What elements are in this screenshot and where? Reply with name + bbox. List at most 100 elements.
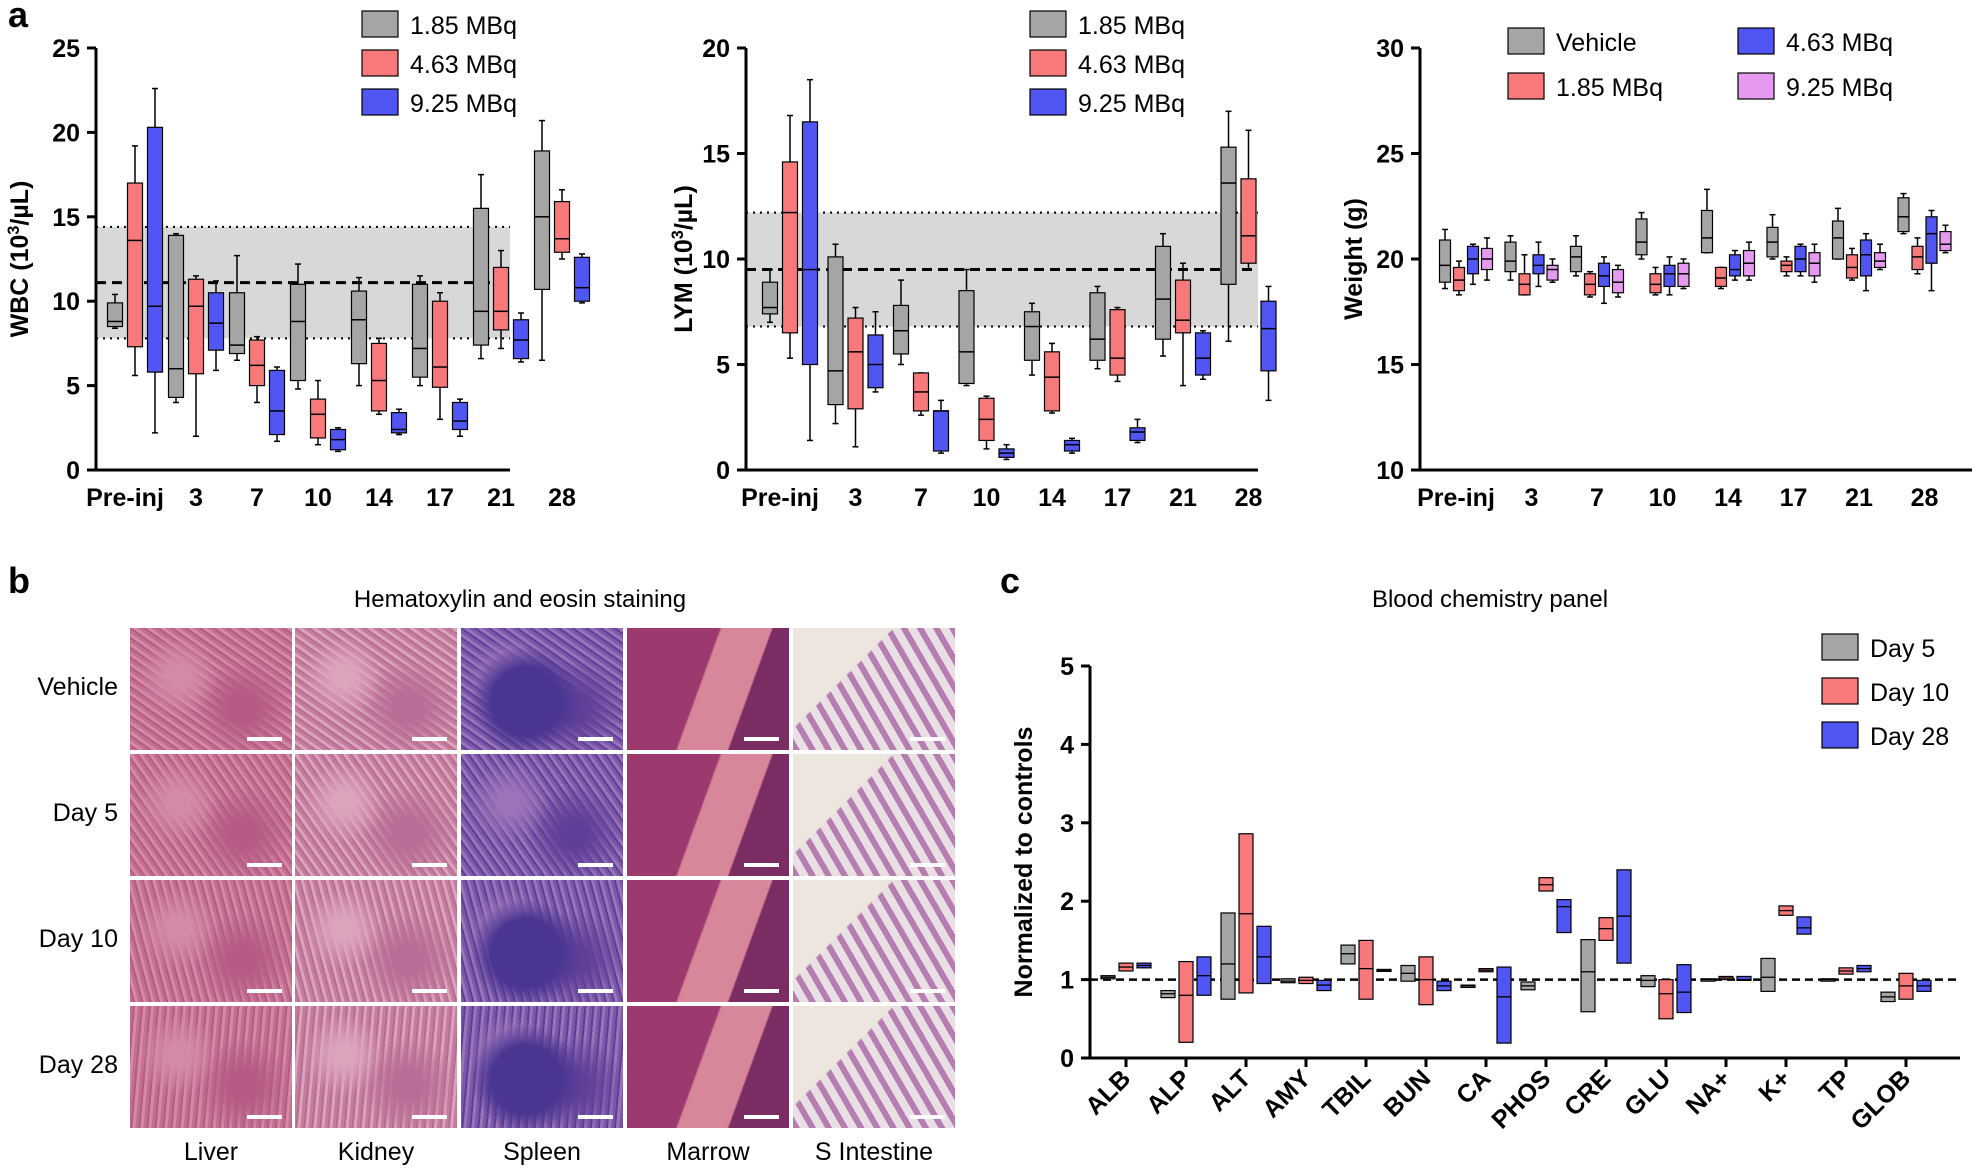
weight-legend-swatch xyxy=(1738,28,1774,54)
chem-y-tick-label: 0 xyxy=(1060,1045,1074,1073)
chem-bar-Day10 xyxy=(1359,940,1373,999)
weight-box-1.85MBq xyxy=(1781,261,1792,272)
wbc-x-tick-label: 14 xyxy=(365,484,393,512)
chem-bar-Day10 xyxy=(1659,980,1673,1019)
weight-legend-swatch xyxy=(1508,28,1544,54)
weight-box-Vehicle xyxy=(1440,240,1451,282)
chem-bar-Day10 xyxy=(1419,957,1433,1005)
lym-x-tick-label: Pre-inj xyxy=(741,484,819,512)
chem-bar-Day5 xyxy=(1761,958,1775,991)
weight-box-1.85MBq xyxy=(1912,246,1923,269)
chem-x-tick-label: TP xyxy=(1814,1064,1856,1106)
chem-y-tick-label: 1 xyxy=(1060,967,1074,995)
wbc-y-tick-label: 25 xyxy=(52,35,80,63)
lym-box-9.25MBq xyxy=(1196,333,1211,375)
weight-box-Vehicle xyxy=(1833,221,1844,259)
weight-box-Vehicle xyxy=(1505,242,1516,272)
lym-box-9.25MBq xyxy=(1130,428,1145,441)
chem-x-tick-label: GLOB xyxy=(1845,1064,1916,1135)
chem-legend-swatch xyxy=(1822,722,1858,748)
weight-box-Vehicle xyxy=(1898,198,1909,232)
chem-legend-swatch xyxy=(1822,678,1858,704)
lym-legend-swatch xyxy=(1030,50,1066,76)
weight-legend-label: 1.85 MBq xyxy=(1556,74,1663,102)
lym-legend-label: 1.85 MBq xyxy=(1078,12,1185,40)
weight-legend-swatch xyxy=(1738,73,1774,99)
lym-legend-label: 9.25 MBq xyxy=(1078,90,1185,118)
wbc-legend-label: 4.63 MBq xyxy=(410,51,517,79)
wbc-box-1.85MBq xyxy=(108,303,123,327)
chem-legend-label: Day 28 xyxy=(1870,723,1949,751)
lym-box-9.25MBq xyxy=(1261,301,1276,371)
lym-box-1.85MBq xyxy=(1090,293,1105,361)
weight-box-9.25MBq xyxy=(1809,253,1820,276)
wbc-box-4.63MBq xyxy=(494,267,509,329)
lym-box-9.25MBq xyxy=(868,335,883,388)
wbc-legend-label: 1.85 MBq xyxy=(410,12,517,40)
lym-x-tick-label: 14 xyxy=(1038,484,1066,512)
chem-bar-Day5 xyxy=(1341,945,1355,964)
lym-box-1.85MBq xyxy=(1221,147,1236,284)
lym-x-tick-label: 3 xyxy=(849,484,863,512)
lym-box-9.25MBq xyxy=(1065,440,1080,451)
lym-box-9.25MBq xyxy=(934,411,949,451)
lym-x-tick-label: 7 xyxy=(914,484,928,512)
wbc-x-tick-label: 3 xyxy=(189,484,203,512)
wbc-box-9.25MBq xyxy=(209,293,224,350)
lym-box-4.63MBq xyxy=(1045,352,1060,411)
chem-x-tick-label: GLU xyxy=(1619,1064,1676,1121)
chem-y-tick-label: 5 xyxy=(1060,653,1074,681)
wbc-box-1.85MBq xyxy=(413,284,428,377)
chem-bar-Day5 xyxy=(1641,976,1655,987)
weight-box-9.25MBq xyxy=(1547,265,1558,280)
chem-bar-Day5 xyxy=(1581,940,1595,1012)
wbc-y-tick-label: 5 xyxy=(66,373,80,401)
weight-box-4.63MBq xyxy=(1926,217,1937,263)
wbc-box-9.25MBq xyxy=(148,127,163,372)
lym-box-1.85MBq xyxy=(959,291,974,384)
weight-x-tick-label: 14 xyxy=(1714,484,1742,512)
wbc-box-4.63MBq xyxy=(555,202,570,253)
weight-legend-label: Vehicle xyxy=(1556,29,1637,57)
weight-y-tick-label: 15 xyxy=(1376,352,1404,380)
lym-y-tick-label: 5 xyxy=(716,352,730,380)
chem-bar-Day10 xyxy=(1179,962,1193,1043)
lym-y-tick-label: 10 xyxy=(702,246,730,274)
chem-bar-Day28 xyxy=(1677,965,1691,1013)
wbc-x-tick-label: 17 xyxy=(426,484,454,512)
lym-box-1.85MBq xyxy=(1156,246,1171,339)
lym-y-tick-label: 0 xyxy=(716,457,730,485)
weight-box-9.25MBq xyxy=(1613,270,1624,293)
lym-box-9.25MBq xyxy=(803,122,818,365)
chem-y-tick-label: 4 xyxy=(1060,731,1074,759)
wbc-legend-swatch xyxy=(362,11,398,37)
weight-y-tick-label: 30 xyxy=(1376,35,1404,63)
lym-box-4.63MBq xyxy=(1241,179,1256,263)
weight-box-9.25MBq xyxy=(1875,253,1886,268)
lym-box-1.85MBq xyxy=(1025,312,1040,361)
chem-legend-label: Day 5 xyxy=(1870,635,1935,663)
wbc-box-4.63MBq xyxy=(433,301,448,387)
weight-y-tick-label: 10 xyxy=(1376,457,1404,485)
chem-y-label: Normalized to controls xyxy=(1010,727,1038,998)
lym-legend-swatch xyxy=(1030,11,1066,37)
wbc-x-tick-label: 7 xyxy=(250,484,264,512)
chem-legend-swatch xyxy=(1822,634,1858,660)
chem-bar-Day28 xyxy=(1797,917,1811,934)
wbc-box-9.25MBq xyxy=(575,257,590,301)
wbc-legend-swatch xyxy=(362,50,398,76)
chem-x-tick-label: PHOS xyxy=(1486,1064,1556,1134)
chem-y-tick-label: 2 xyxy=(1060,888,1074,916)
wbc-box-4.63MBq xyxy=(128,183,143,347)
chem-x-tick-label: CA xyxy=(1451,1064,1496,1109)
wbc-box-9.25MBq xyxy=(514,320,529,359)
wbc-box-1.85MBq xyxy=(352,291,367,364)
weight-box-1.85MBq xyxy=(1650,274,1661,293)
chem-bar-Day5 xyxy=(1221,913,1235,999)
lym-box-1.85MBq xyxy=(828,257,843,405)
wbc-box-1.85MBq xyxy=(169,235,184,397)
wbc-box-9.25MBq xyxy=(270,370,285,434)
wbc-chart: 0510152025Pre-inj 3 7 10 14 17 21 281.85 MBq4.6… xyxy=(52,11,589,512)
lym-legend-label: 4.63 MBq xyxy=(1078,51,1185,79)
